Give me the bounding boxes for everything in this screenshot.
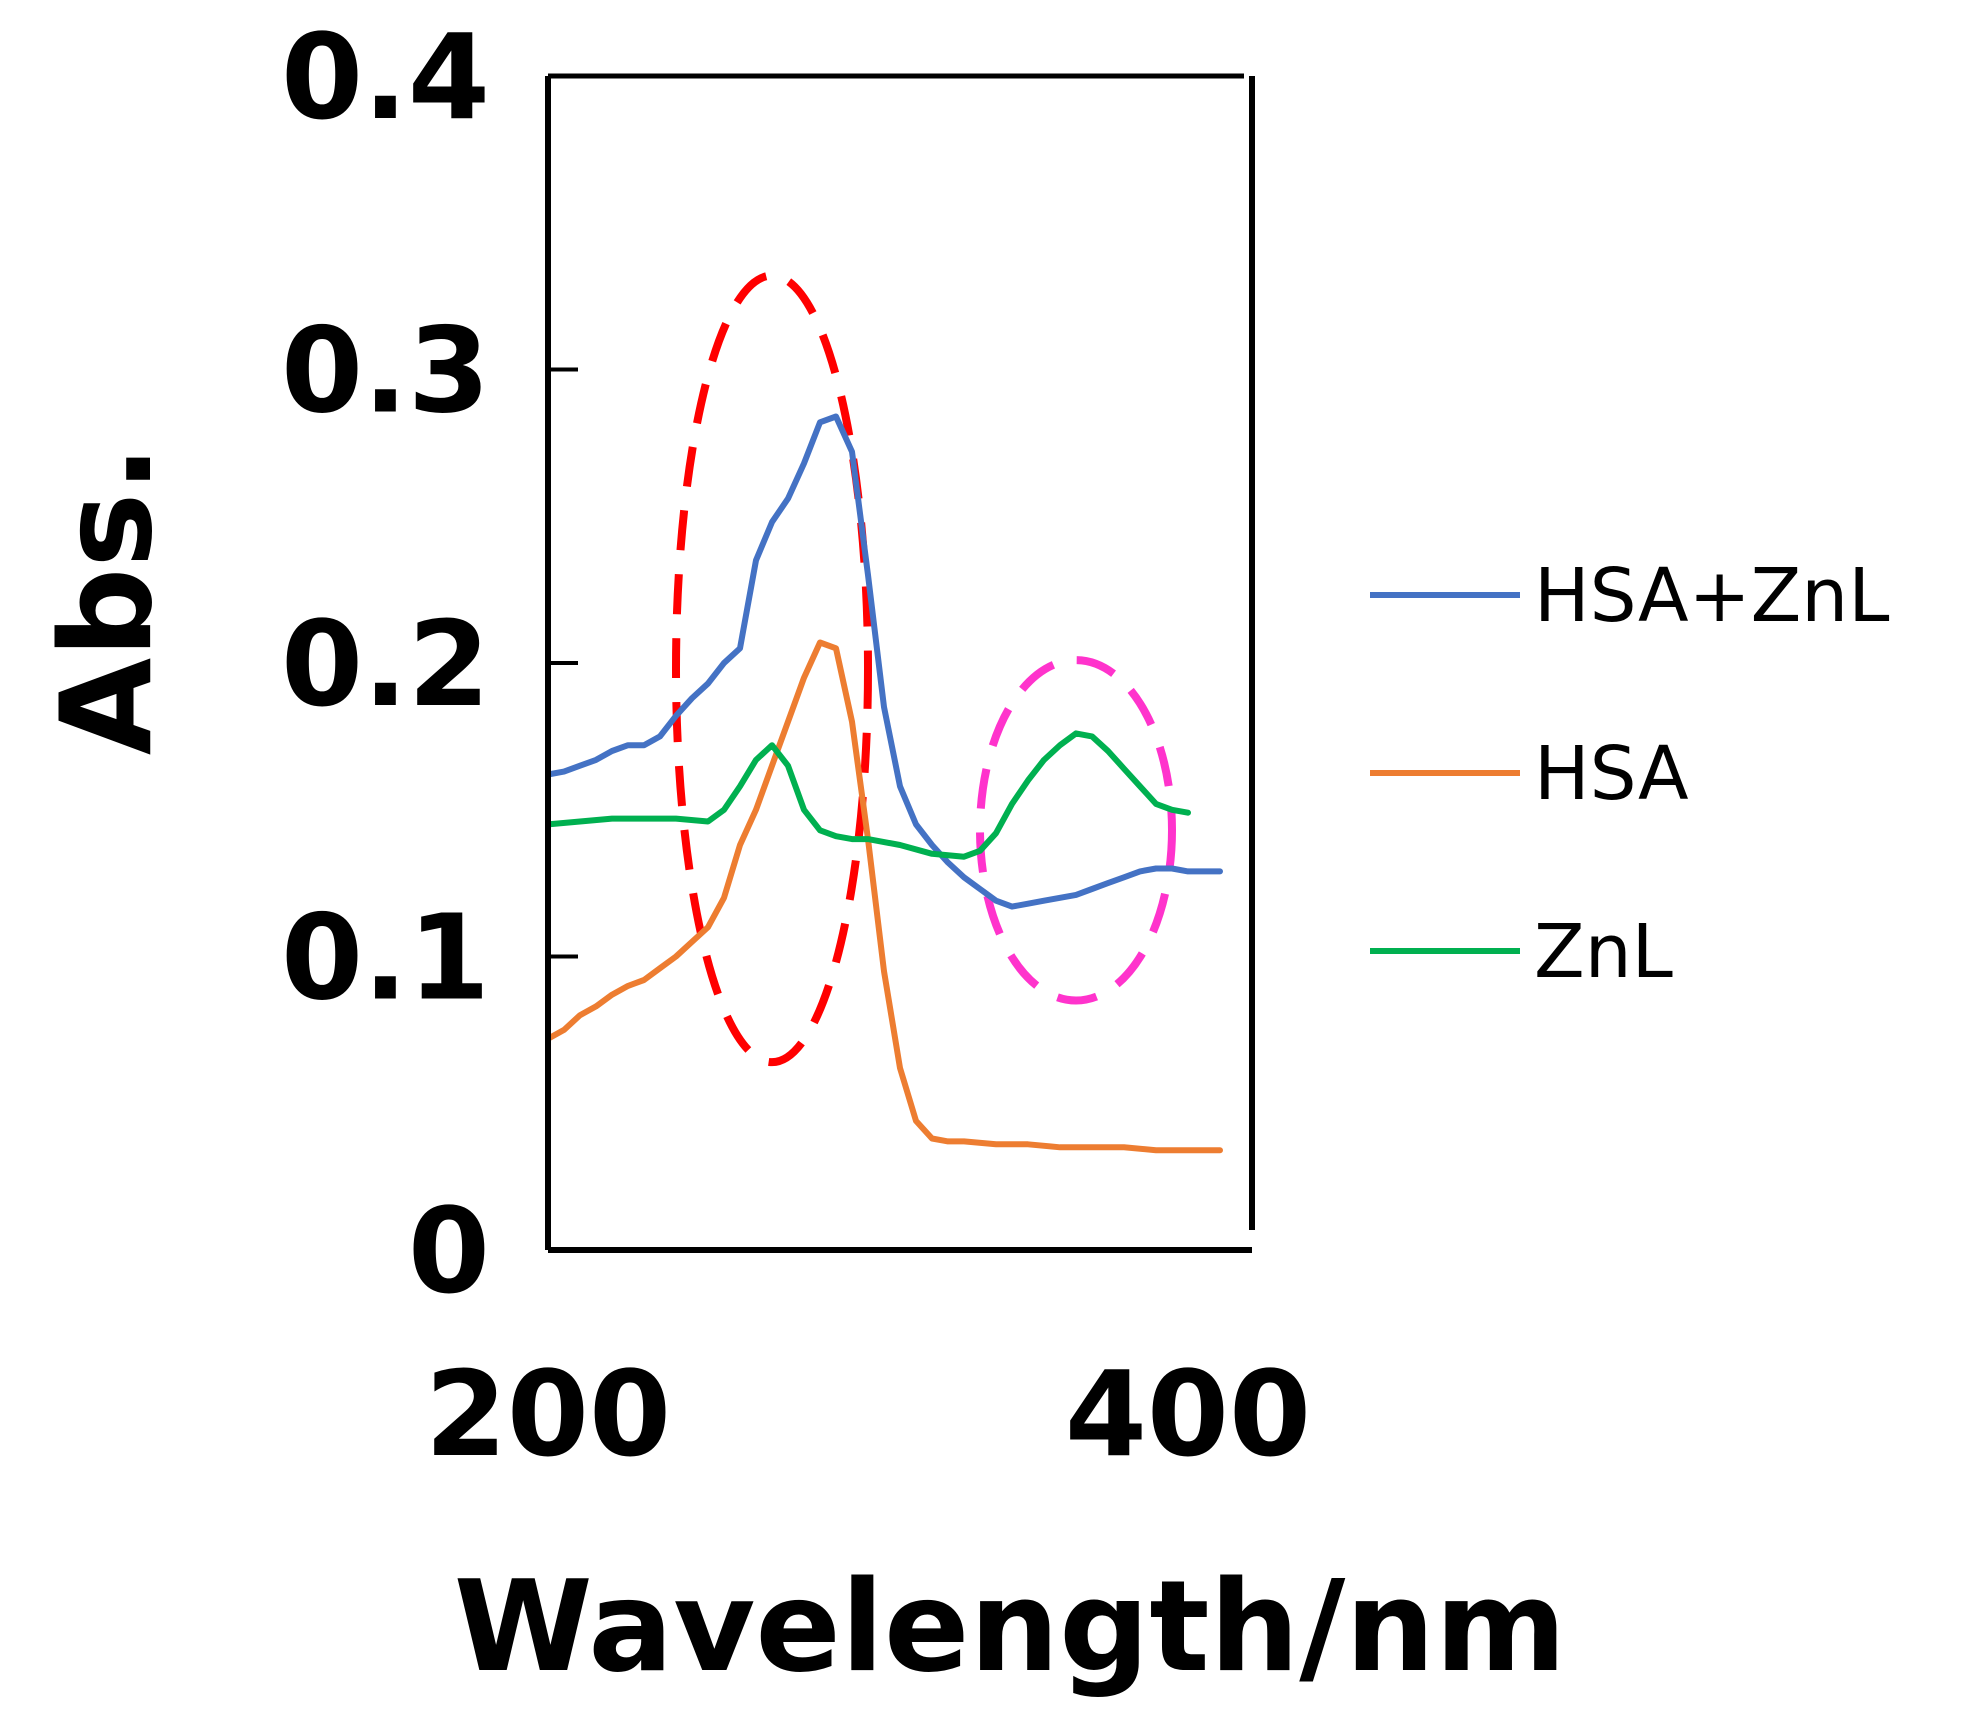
y-tick-label: 0.2	[281, 595, 490, 733]
dashed-ellipse-annotation-0	[672, 271, 872, 1067]
y-tick-label: 0	[408, 1182, 490, 1320]
x-axis-label: Wavelength/nm	[454, 1553, 1567, 1700]
y-tick-label: 0.3	[281, 302, 490, 440]
series-line-znl	[545, 730, 1191, 860]
y-tick-label: 0.4	[281, 8, 490, 146]
y-axis-label: Abs.	[33, 445, 180, 756]
x-tick-label: 200	[425, 1345, 671, 1483]
x-tick-label: 400	[1065, 1345, 1311, 1483]
annotation-layer	[672, 271, 1176, 1067]
legend-label: HSA	[1534, 731, 1689, 817]
series-layer	[545, 413, 1223, 1154]
y-tick-label: 0.1	[281, 889, 490, 1027]
legend: HSA+ZnL HSA ZnL	[1370, 553, 1889, 995]
legend-label: HSA+ZnL	[1534, 553, 1889, 639]
legend-label: ZnL	[1534, 909, 1673, 995]
dashed-ellipse-annotation-1	[976, 656, 1176, 1005]
axes-layer: 0 0.1 0.2 0.3 0.4 200 400	[281, 8, 1311, 1483]
series-line-hsa-znl	[545, 413, 1223, 910]
series-line-hsa	[545, 639, 1223, 1154]
